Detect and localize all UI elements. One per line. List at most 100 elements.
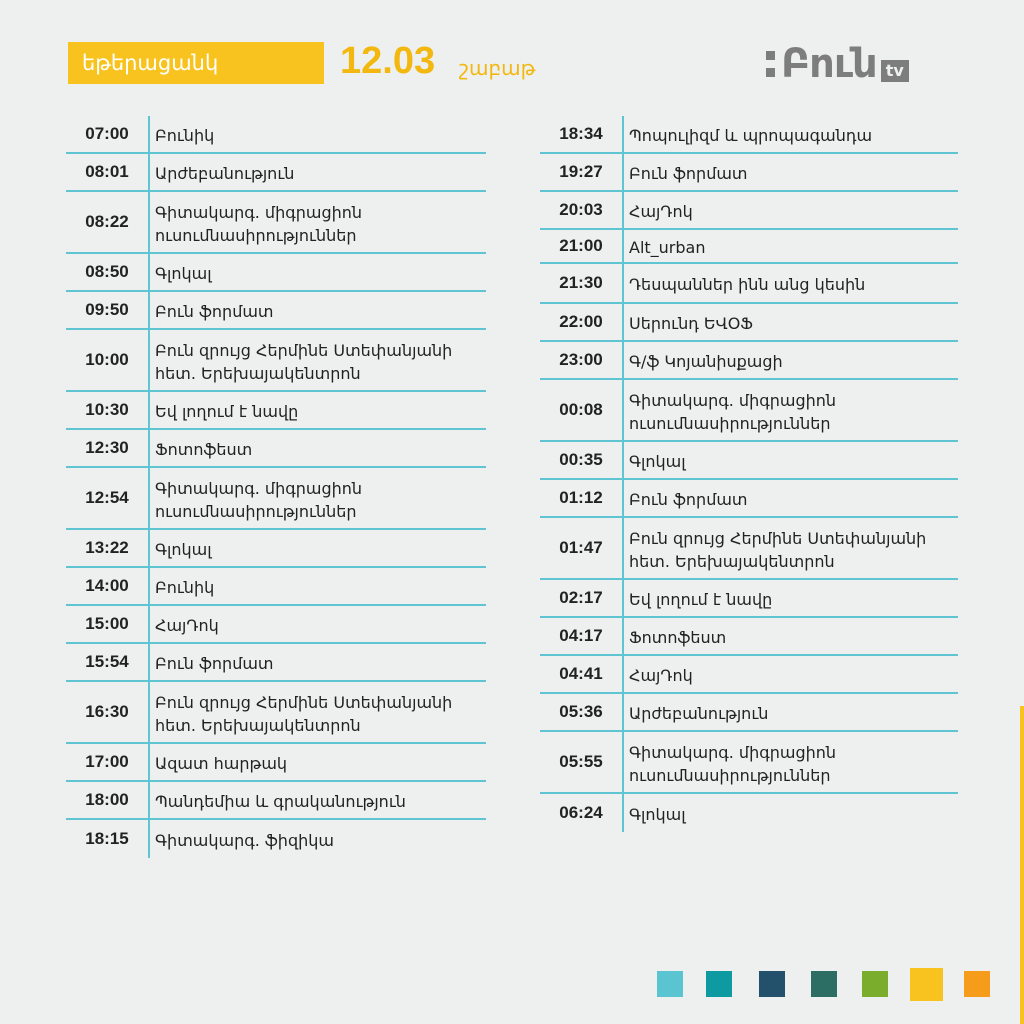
schedule-row: 01:47 Բուն զրույց Հերմինե Ստեփանյանի հետ.… <box>540 518 958 580</box>
schedule-row: 13:22 Գլոկալ <box>66 530 486 568</box>
schedule-row: 04:41 ՀայԴոկ <box>540 656 958 694</box>
schedule-time: 18:15 <box>85 829 129 848</box>
schedule-time: 10:30 <box>85 400 129 419</box>
schedule-time: 15:00 <box>85 614 129 633</box>
schedule-row: 06:24 Գլոկալ <box>540 794 958 832</box>
schedule-row: 22:00 Սերունդ ԵՎՕՖ <box>540 304 958 342</box>
schedule-title: Գ/ֆ Կոյանիսքացի <box>629 352 783 371</box>
schedule-time: 01:12 <box>559 488 603 507</box>
schedule-title: Ֆոտոֆեստ <box>155 440 253 459</box>
schedule-row: 18:00 Պանդեմիա և գրականություն <box>66 782 486 820</box>
schedule-title: Գլոկալ <box>629 805 686 824</box>
schedule-title: Ազատ հարթակ <box>155 754 288 773</box>
schedule-title: Գիտակարգ. միգրացիոն ուսումնասիրություննե… <box>629 390 837 433</box>
schedule-title: Բուն ֆորմատ <box>155 302 274 321</box>
schedule-title: ՀայԴոկ <box>629 202 693 221</box>
color-swatch <box>657 971 683 997</box>
schedule-row: 10:30 Եվ լողում է նավը <box>66 392 486 430</box>
schedule-time: 09:50 <box>85 300 129 319</box>
schedule-time: 01:47 <box>559 538 603 557</box>
schedule-row: 12:30 Ֆոտոֆեստ <box>66 430 486 468</box>
schedule-column-right: 18:34 Պոպուլիզմ և պրոպագանդա 19:27 Բուն ֆոր… <box>540 116 958 832</box>
color-swatch <box>964 971 990 997</box>
schedule-row: 15:00 ՀայԴոկ <box>66 606 486 644</box>
schedule-title: Գլոկալ <box>629 452 686 471</box>
schedule-time: 21:00 <box>559 236 603 255</box>
column-divider <box>148 116 150 858</box>
schedule-title: Alt_urban <box>629 238 706 257</box>
schedule-time: 20:03 <box>559 200 603 219</box>
logo-tv-badge: tv <box>880 60 909 82</box>
schedule-time: 10:00 <box>85 350 129 369</box>
schedule-title: Բուն ֆորմատ <box>629 164 748 183</box>
schedule-time: 15:54 <box>85 652 129 671</box>
schedule-row: 14:00 Բունիկ <box>66 568 486 606</box>
logo-colon-icon <box>766 51 775 77</box>
schedule-row: 12:54 Գիտակարգ. միգրացիոն ուսումնասիրությ… <box>66 468 486 530</box>
schedule-time: 05:55 <box>559 752 603 771</box>
schedule-title: Սերունդ ԵՎՕՖ <box>629 314 753 333</box>
schedule-row: 16:30 Բուն զրույց Հերմինե Ստեփանյանի հետ.… <box>66 682 486 744</box>
schedule-row: 08:22 Գիտակարգ. միգրացիոն ուսումնասիրությ… <box>66 192 486 254</box>
schedule-row: 23:00 Գ/ֆ Կոյանիսքացի <box>540 342 958 380</box>
schedule-time: 08:50 <box>85 262 129 281</box>
schedule-title: Գլոկալ <box>155 540 212 559</box>
column-divider <box>622 116 624 832</box>
schedule-title: Բունիկ <box>155 578 215 597</box>
schedule-time: 06:24 <box>559 803 603 822</box>
schedule-title: Եվ լողում է նավը <box>155 402 299 421</box>
schedule-title: Գիտակարգ. միգրացիոն ուսումնասիրություննե… <box>629 742 837 785</box>
schedule-row: 08:01 Արժեբանություն <box>66 154 486 192</box>
schedule-title: Արժեբանություն <box>629 704 769 723</box>
schedule-row: 05:36 Արժեբանություն <box>540 694 958 732</box>
schedule-time: 16:30 <box>85 702 129 721</box>
schedule-time: 13:22 <box>85 538 129 557</box>
schedule-row: 20:03 ՀայԴոկ <box>540 192 958 230</box>
schedule-tag: եթերացանկ <box>68 42 324 84</box>
schedule-day: շաբաթ <box>459 56 536 80</box>
color-swatch <box>759 971 785 997</box>
schedule-row: 02:17 Եվ լողում է նավը <box>540 580 958 618</box>
schedule-title: Եվ լողում է նավը <box>629 590 773 609</box>
schedule-title: ՀայԴոկ <box>629 666 693 685</box>
schedule-time: 19:27 <box>559 162 603 181</box>
schedule-row: 01:12 Բուն ֆորմատ <box>540 480 958 518</box>
schedule-row: 08:50 Գլոկալ <box>66 254 486 292</box>
schedule-time: 18:00 <box>85 790 129 809</box>
schedule-title: Դեսպաններ ինն անց կեսին <box>629 275 866 294</box>
schedule-column-left: 07:00 Բունիկ 08:01 Արժեբանություն 08:22 Գիտակ… <box>66 116 486 858</box>
schedule-title: Արժեբանություն <box>155 164 295 183</box>
schedule-title: Բուն զրույց Հերմինե Ստեփանյանի հետ. Երեխ… <box>155 692 453 735</box>
schedule-time: 14:00 <box>85 576 129 595</box>
schedule-title: Բուն ֆորմատ <box>629 490 748 509</box>
color-swatch <box>811 971 837 997</box>
schedule-time: 07:00 <box>85 124 129 143</box>
schedule-title: Պանդեմիա և գրականություն <box>155 792 406 811</box>
schedule-row: 04:17 Ֆոտոֆեստ <box>540 618 958 656</box>
schedule-row: 00:08 Գիտակարգ. միգրացիոն ուսումնասիրությ… <box>540 380 958 442</box>
edge-accent-bar <box>1020 706 1024 1024</box>
schedule-row: 17:00 Ազատ հարթակ <box>66 744 486 782</box>
color-swatch <box>910 968 943 1001</box>
schedule-time: 00:08 <box>559 400 603 419</box>
schedule-title: Գիտակարգ. միգրացիոն ուսումնասիրություննե… <box>155 478 363 521</box>
schedule-row: 21:30 Դեսպաններ ինն անց կեսին <box>540 264 958 304</box>
schedule-row: 10:00 Բուն զրույց Հերմինե Ստեփանյանի հետ.… <box>66 330 486 392</box>
schedule-date: 12.03 <box>340 40 436 82</box>
schedule-title: Բուն զրույց Հերմինե Ստեփանյանի հետ. Երեխ… <box>155 340 453 383</box>
schedule-time: 05:36 <box>559 702 603 721</box>
schedule-row: 18:34 Պոպուլիզմ և պրոպագանդա <box>540 116 958 154</box>
schedule-row: 21:00 Alt_urban <box>540 230 958 264</box>
channel-logo: Բուն tv <box>766 44 909 84</box>
schedule-time: 23:00 <box>559 350 603 369</box>
schedule-time: 22:00 <box>559 312 603 331</box>
schedule-title: Բուն զրույց Հերմինե Ստեփանյանի հետ. Երեխ… <box>629 528 927 571</box>
schedule-time: 12:54 <box>85 488 129 507</box>
schedule-title: Ֆոտոֆեստ <box>629 628 727 647</box>
schedule-time: 04:41 <box>559 664 603 683</box>
schedule-title: Գիտակարգ. միգրացիոն ուսումնասիրություննե… <box>155 202 363 245</box>
logo-word: Բուն <box>781 41 878 87</box>
schedule-time: 08:01 <box>85 162 129 181</box>
schedule-row: 05:55 Գիտակարգ. միգրացիոն ուսումնասիրությ… <box>540 732 958 794</box>
schedule-title: Բուն ֆորմատ <box>155 654 274 673</box>
